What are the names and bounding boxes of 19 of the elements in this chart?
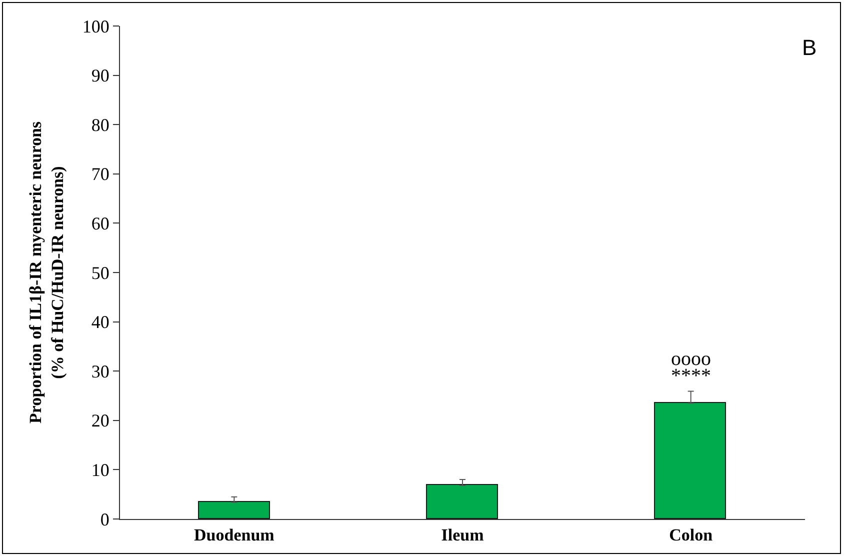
- y-tick-label: 30: [91, 361, 110, 382]
- x-tick-label: Colon: [669, 525, 714, 544]
- y-axis-title: Proportion of IL1β-IR myenteric neurons (% of HuC/HuD-IR neurons): [26, 121, 67, 424]
- y-tick-label: 40: [91, 312, 110, 332]
- y-tick-label: 50: [91, 262, 110, 283]
- bar: [654, 402, 726, 519]
- y-tick-label: 100: [82, 16, 110, 36]
- y-tick-label: 20: [91, 410, 110, 431]
- y-tick-label: 10: [91, 460, 110, 480]
- y-tick-label: 70: [91, 164, 110, 184]
- x-tick-label: Duodenum: [194, 525, 274, 544]
- y-tick-label: 80: [91, 114, 110, 135]
- y-tick-label: 60: [91, 214, 110, 234]
- bar: [198, 501, 270, 519]
- bar: [426, 484, 498, 519]
- annotation: B: [802, 35, 817, 60]
- y-tick-label: 90: [91, 66, 110, 86]
- y-tick-label: 0: [100, 509, 110, 530]
- x-tick-label: Ileum: [441, 525, 484, 544]
